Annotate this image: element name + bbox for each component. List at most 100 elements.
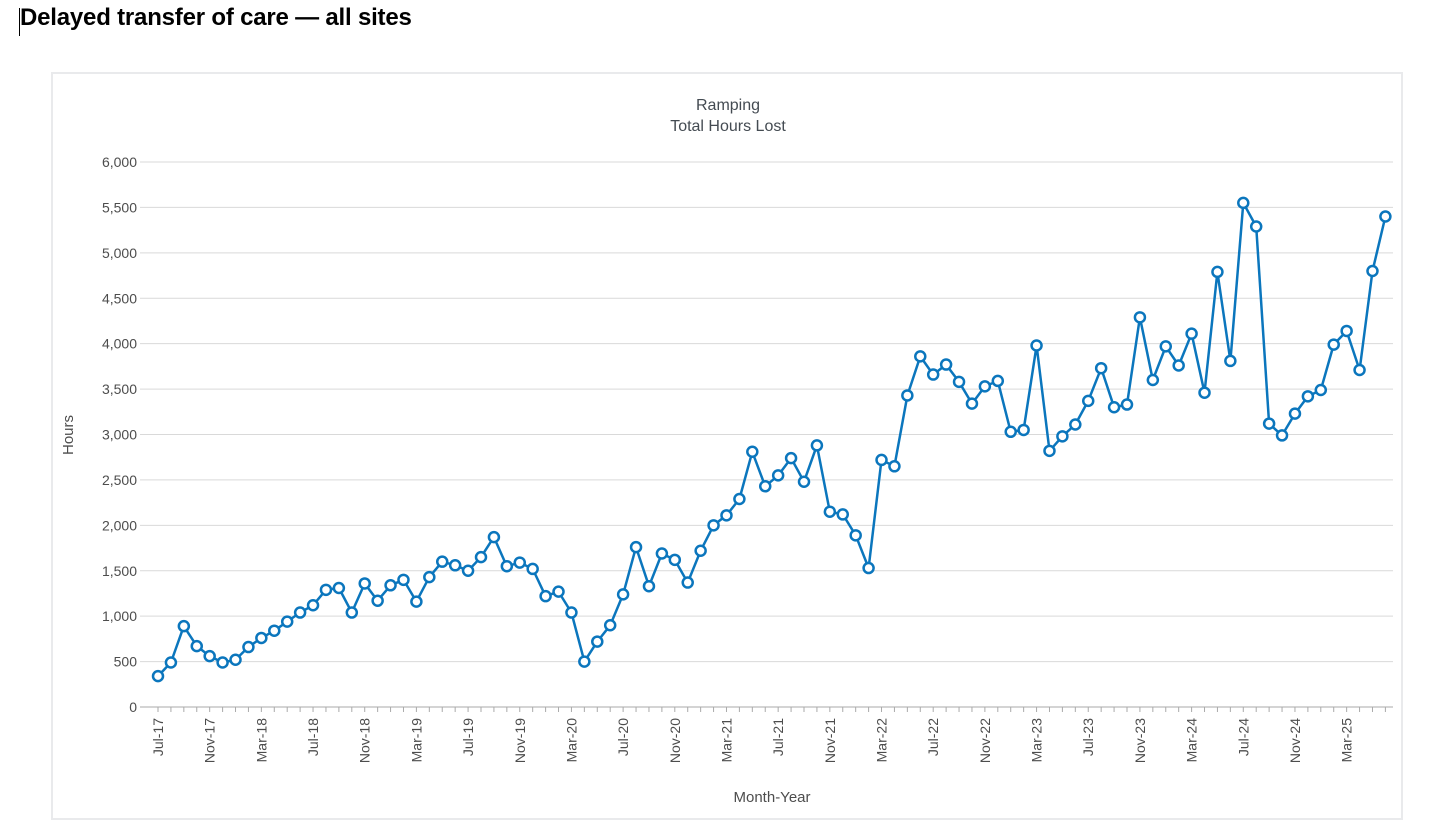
data-point <box>216 656 229 669</box>
data-point <box>862 561 875 575</box>
gridlines <box>140 161 1393 663</box>
y-tick-label: 3,000 <box>102 427 137 443</box>
chart-title: Ramping <box>696 97 760 114</box>
x-tick-label: Mar-19 <box>408 718 424 763</box>
data-point <box>1379 210 1392 223</box>
data-point <box>720 509 733 522</box>
x-tick-label: Nov-18 <box>357 718 373 763</box>
data-point <box>771 469 785 482</box>
data-point <box>1237 196 1250 210</box>
data-point <box>1159 340 1173 353</box>
data-point <box>332 581 346 595</box>
data-point <box>280 615 294 628</box>
data-point <box>474 550 488 564</box>
y-tick-label: 5,500 <box>102 199 137 215</box>
data-point <box>500 559 514 573</box>
data-point <box>668 553 682 567</box>
data-point <box>293 606 307 619</box>
data-point <box>1107 401 1121 414</box>
data-point <box>784 451 798 465</box>
data-point <box>603 619 617 632</box>
data-point <box>1017 423 1030 437</box>
data-point <box>875 453 888 467</box>
data-point <box>423 570 436 584</box>
data-point <box>642 579 656 593</box>
chart-container <box>51 72 1403 820</box>
y-tick-label: 5,000 <box>102 245 137 261</box>
data-point <box>151 669 165 683</box>
data-point <box>681 576 694 589</box>
data-point <box>1069 418 1082 431</box>
data-point <box>1211 265 1224 279</box>
data-point <box>991 374 1005 388</box>
x-tick-label: Jul-21 <box>770 718 786 756</box>
x-tick-label: Jul-19 <box>460 718 476 756</box>
axes: 0 500 1,000 1,500 2,000 2,500 3,000 3,500 4,000 4… <box>102 154 1393 763</box>
data-point <box>461 564 475 577</box>
y-tick-label: 4,000 <box>102 336 137 352</box>
data-point <box>1288 407 1302 420</box>
data-point <box>1301 390 1315 403</box>
data-point <box>268 624 281 637</box>
data-point <box>1314 383 1328 397</box>
data-point <box>1094 361 1108 375</box>
y-tick-label: 6,000 <box>102 154 137 170</box>
data-point <box>306 599 320 612</box>
x-tick-label: Jul-22 <box>925 718 941 756</box>
page-title: Delayed transfer of care — all sites <box>20 4 412 31</box>
y-axis-label: Hours <box>60 415 77 455</box>
data-point <box>578 655 591 668</box>
data-point <box>1146 373 1160 387</box>
data-point <box>1056 430 1069 443</box>
data-point <box>810 439 824 452</box>
x-tick-label: Nov-21 <box>822 718 838 763</box>
y-tick-label: 500 <box>114 654 138 670</box>
data-point <box>836 508 850 521</box>
data-point <box>758 480 772 493</box>
data-point <box>177 619 191 633</box>
x-tick-label: Mar-21 <box>718 718 734 763</box>
x-tick-label: Jul-23 <box>1080 718 1096 756</box>
data-point <box>1327 338 1340 351</box>
data-point <box>190 639 204 653</box>
data-point <box>513 556 527 569</box>
data-point <box>901 389 914 402</box>
data-point <box>1172 359 1185 372</box>
series-line-group <box>157 201 1387 677</box>
x-tick-label: Jul-24 <box>1235 718 1251 756</box>
x-tick-label: Jul-18 <box>305 718 321 756</box>
data-point <box>435 555 449 568</box>
x-tick-label: Mar-20 <box>563 718 579 763</box>
y-tick-label: 1,500 <box>102 563 137 579</box>
data-point <box>823 505 837 518</box>
data-point <box>1224 354 1237 368</box>
data-point <box>1030 339 1043 352</box>
data-point <box>1366 264 1379 278</box>
x-tick-label: Nov-22 <box>977 718 993 763</box>
data-point <box>164 656 178 669</box>
series-line <box>157 201 1387 677</box>
data-point <box>1120 398 1134 411</box>
data-point <box>539 589 552 603</box>
data-point <box>1185 327 1198 340</box>
data-point <box>1198 386 1211 399</box>
data-point <box>255 631 268 645</box>
data-point <box>371 594 384 607</box>
data-point <box>733 492 746 506</box>
data-point <box>384 579 397 592</box>
data-point <box>914 350 927 363</box>
data-point <box>526 562 539 576</box>
y-tick-label: 2,000 <box>102 517 137 533</box>
data-point <box>1262 417 1276 430</box>
data-point <box>616 588 630 601</box>
x-tick-label: Mar-24 <box>1184 718 1200 763</box>
data-point <box>448 559 462 572</box>
data-point <box>1340 324 1353 338</box>
data-point <box>965 397 979 410</box>
y-tick-label: 1,000 <box>102 608 137 624</box>
x-tick-label: Nov-17 <box>202 718 218 763</box>
data-point <box>926 368 940 381</box>
data-point <box>888 460 901 473</box>
data-point <box>591 635 604 648</box>
